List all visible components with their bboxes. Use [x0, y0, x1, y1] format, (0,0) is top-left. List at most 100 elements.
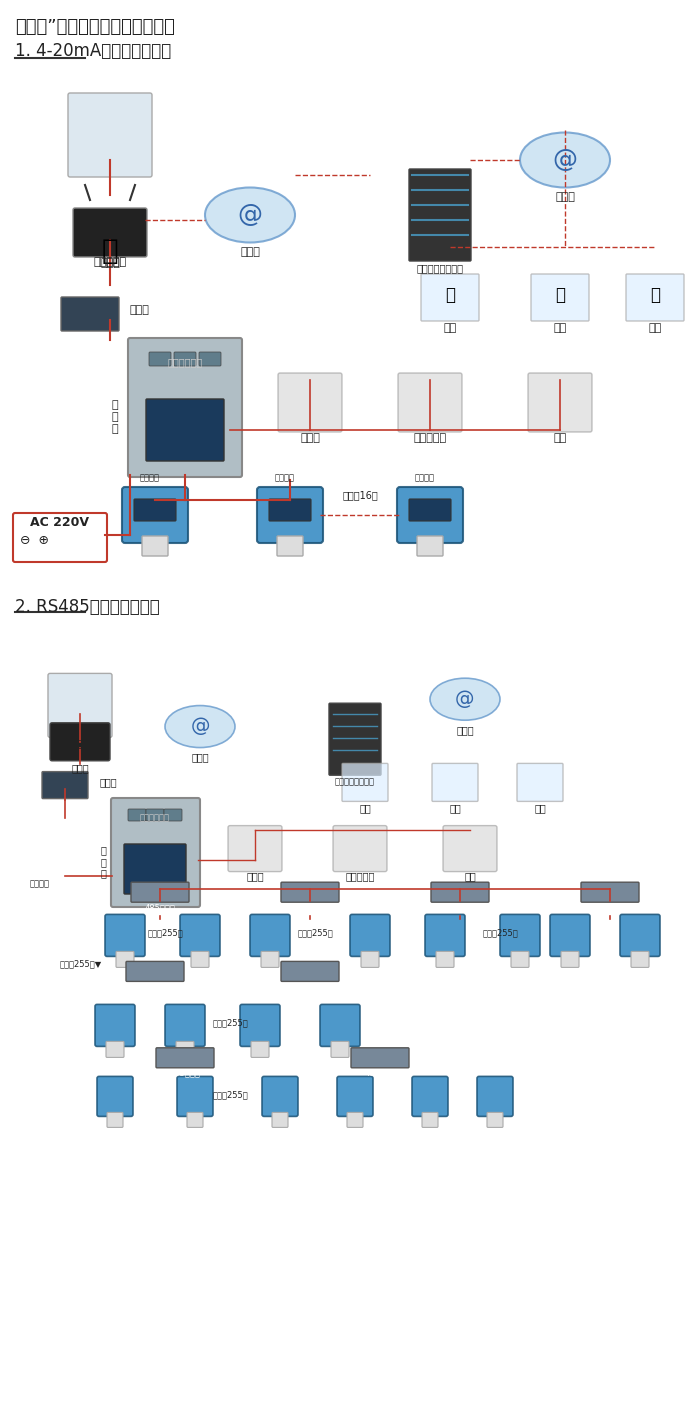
Text: 单机版电脑: 单机版电脑: [65, 739, 94, 749]
Text: 📡: 📡: [650, 286, 660, 304]
Text: 路由器: 路由器: [100, 257, 120, 267]
FancyBboxPatch shape: [42, 771, 88, 799]
FancyBboxPatch shape: [278, 373, 342, 432]
Text: 485中继器: 485中继器: [295, 982, 326, 992]
FancyBboxPatch shape: [261, 951, 279, 968]
FancyBboxPatch shape: [269, 499, 311, 521]
Text: 互联网: 互联网: [240, 248, 260, 257]
FancyBboxPatch shape: [422, 1113, 438, 1127]
Text: 📡: 📡: [555, 286, 565, 304]
FancyBboxPatch shape: [105, 915, 145, 957]
FancyBboxPatch shape: [142, 536, 168, 556]
FancyBboxPatch shape: [477, 1076, 513, 1116]
Text: 路由器: 路由器: [71, 763, 89, 772]
Text: 可连接255台: 可连接255台: [212, 1017, 248, 1027]
FancyBboxPatch shape: [106, 1041, 124, 1058]
FancyBboxPatch shape: [511, 951, 529, 968]
FancyBboxPatch shape: [550, 915, 590, 957]
FancyBboxPatch shape: [581, 882, 639, 902]
FancyBboxPatch shape: [443, 826, 497, 871]
FancyBboxPatch shape: [320, 1005, 360, 1047]
Text: 可连接255台: 可连接255台: [482, 927, 518, 937]
FancyBboxPatch shape: [500, 915, 540, 957]
Text: 485中继器: 485中继器: [444, 903, 475, 912]
FancyBboxPatch shape: [425, 915, 465, 957]
Text: 信号输出: 信号输出: [140, 474, 160, 483]
FancyBboxPatch shape: [95, 1005, 135, 1047]
Text: 通
讯
线: 通 讯 线: [100, 846, 106, 878]
FancyBboxPatch shape: [146, 809, 164, 822]
Text: 2. RS485信号连接系统图: 2. RS485信号连接系统图: [15, 598, 160, 616]
Text: 📡: 📡: [445, 286, 455, 304]
FancyBboxPatch shape: [191, 951, 209, 968]
Text: 485中继器: 485中继器: [139, 982, 170, 992]
FancyBboxPatch shape: [347, 1113, 363, 1127]
FancyBboxPatch shape: [176, 1041, 194, 1058]
Text: 转换器: 转换器: [100, 778, 118, 788]
FancyBboxPatch shape: [13, 514, 107, 561]
Text: 转换器: 转换器: [130, 305, 150, 315]
FancyBboxPatch shape: [199, 352, 221, 366]
Text: 1. 4-20mA信号连接系统图: 1. 4-20mA信号连接系统图: [15, 42, 172, 61]
FancyBboxPatch shape: [351, 1048, 409, 1068]
FancyBboxPatch shape: [128, 809, 146, 822]
FancyBboxPatch shape: [251, 1041, 269, 1058]
FancyBboxPatch shape: [262, 1076, 298, 1116]
Text: 可连接16个: 可连接16个: [342, 490, 378, 499]
FancyBboxPatch shape: [73, 208, 147, 257]
Text: 信号输出: 信号输出: [30, 879, 50, 889]
Ellipse shape: [205, 187, 295, 242]
Text: 声光报警器: 声光报警器: [414, 433, 447, 443]
Text: 电磁阀: 电磁阀: [246, 871, 264, 882]
FancyBboxPatch shape: [61, 297, 119, 331]
Text: 安帕尔网络服务器: 安帕尔网络服务器: [335, 777, 375, 787]
FancyBboxPatch shape: [417, 536, 443, 556]
Text: 电磁阀: 电磁阀: [300, 433, 320, 443]
Text: 485中继器: 485中继器: [365, 1069, 395, 1078]
Text: 互联网: 互联网: [456, 725, 474, 736]
FancyBboxPatch shape: [531, 274, 589, 321]
Text: 机气猫”系列带显示固定式检测仪: 机气猫”系列带显示固定式检测仪: [15, 18, 175, 37]
FancyBboxPatch shape: [149, 352, 171, 366]
FancyBboxPatch shape: [421, 274, 479, 321]
Text: 信号输出: 信号输出: [415, 474, 435, 483]
FancyBboxPatch shape: [187, 1113, 203, 1127]
Text: 可连接255台▼: 可连接255台▼: [60, 960, 102, 968]
Text: 通
讯
线: 通 讯 线: [112, 401, 118, 433]
FancyBboxPatch shape: [409, 499, 451, 521]
FancyBboxPatch shape: [626, 274, 684, 321]
Text: 声光报警器: 声光报警器: [345, 871, 375, 882]
FancyBboxPatch shape: [68, 93, 152, 177]
FancyBboxPatch shape: [517, 764, 563, 802]
Text: 可连接255台: 可连接255台: [147, 927, 183, 937]
FancyBboxPatch shape: [126, 961, 184, 982]
FancyBboxPatch shape: [432, 764, 478, 802]
Text: @: @: [237, 203, 262, 227]
FancyBboxPatch shape: [397, 487, 463, 543]
Text: 485中继器: 485中继器: [295, 903, 326, 912]
Text: 风机: 风机: [464, 871, 476, 882]
Ellipse shape: [520, 132, 610, 187]
FancyBboxPatch shape: [631, 951, 649, 968]
Ellipse shape: [165, 705, 235, 747]
Text: 互联网: 互联网: [555, 191, 575, 203]
Text: 485中继器: 485中继器: [594, 903, 625, 912]
FancyBboxPatch shape: [240, 1005, 280, 1047]
FancyBboxPatch shape: [50, 723, 110, 761]
FancyBboxPatch shape: [342, 764, 388, 802]
FancyBboxPatch shape: [329, 704, 381, 775]
FancyBboxPatch shape: [350, 915, 390, 957]
FancyBboxPatch shape: [409, 169, 471, 262]
FancyBboxPatch shape: [436, 951, 454, 968]
FancyBboxPatch shape: [333, 826, 387, 871]
FancyBboxPatch shape: [250, 915, 290, 957]
Text: @: @: [455, 689, 475, 709]
FancyBboxPatch shape: [412, 1076, 448, 1116]
FancyBboxPatch shape: [156, 1048, 214, 1068]
Text: 东莞邦城仪表: 东莞邦城仪表: [167, 357, 202, 367]
FancyBboxPatch shape: [107, 1113, 123, 1127]
FancyBboxPatch shape: [257, 487, 323, 543]
FancyBboxPatch shape: [131, 882, 189, 902]
Text: 信号输出: 信号输出: [275, 474, 295, 483]
FancyBboxPatch shape: [272, 1113, 288, 1127]
